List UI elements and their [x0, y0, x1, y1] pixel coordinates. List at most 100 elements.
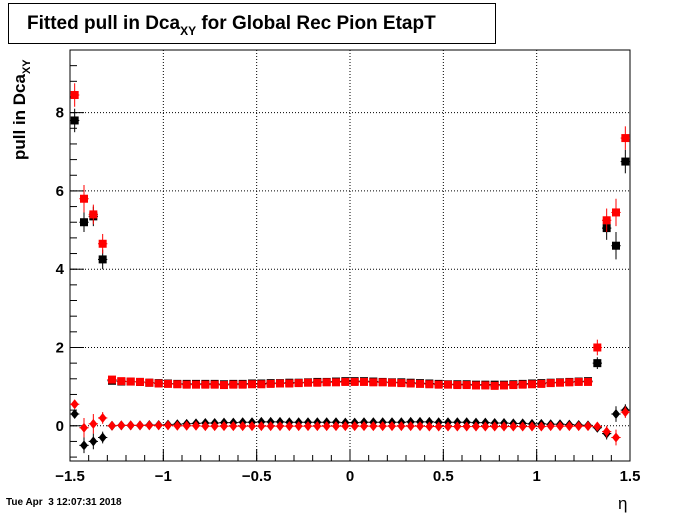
- data-point-square: [108, 375, 116, 384]
- data-point-diamond: [397, 421, 406, 432]
- data-point-diamond: [136, 420, 144, 431]
- y-tick-label: 6: [56, 183, 64, 200]
- data-point-square: [332, 378, 340, 387]
- y-axis-label: pull in DcaXY: [10, 59, 33, 160]
- data-point-diamond: [574, 421, 583, 432]
- data-point-square: [238, 380, 247, 389]
- chart-title-main: Fitted pull in Dca: [27, 12, 181, 34]
- x-tick-label: 0: [346, 468, 354, 485]
- chart-title-rest: for Global Rec Pion EtapT: [196, 12, 436, 34]
- data-point-square: [490, 381, 499, 390]
- data-point-square: [285, 379, 294, 388]
- data-point-square: [70, 91, 79, 100]
- x-tick-label: 0.5: [433, 468, 454, 485]
- data-marks: [70, 83, 630, 454]
- data-point-diamond: [490, 421, 499, 432]
- data-point-square: [276, 379, 284, 388]
- data-point-diamond: [612, 432, 620, 443]
- data-point-square: [565, 378, 574, 387]
- data-point-square: [388, 378, 396, 387]
- data-point-diamond: [201, 421, 210, 432]
- data-point-square: [369, 378, 378, 387]
- data-point-diamond: [462, 421, 471, 432]
- data-point-square: [406, 379, 415, 388]
- data-point-diamond: [117, 420, 126, 431]
- data-point-square: [70, 116, 79, 125]
- data-point-square: [210, 380, 219, 389]
- data-point-square: [518, 380, 527, 389]
- y-axis-label-main: pull in Dca: [10, 74, 29, 160]
- data-point-square: [528, 380, 536, 389]
- data-point-diamond: [556, 421, 564, 432]
- data-point-square: [80, 194, 88, 203]
- y-tick-label: 0: [56, 418, 64, 435]
- axes: −1.5 −1 −0.5 0 0.5 1 1.5 0 2 4 6 8: [55, 65, 641, 485]
- data-point-diamond: [602, 426, 611, 437]
- data-point-square: [341, 377, 350, 386]
- data-point-diamond: [248, 421, 256, 432]
- data-point-diamond: [154, 420, 163, 431]
- data-point-square: [145, 378, 154, 387]
- data-point-square: [481, 381, 490, 390]
- data-point-square: [322, 378, 331, 387]
- data-point-square: [248, 380, 256, 389]
- data-point-diamond: [453, 421, 462, 432]
- chart-title-subscript: XY: [180, 23, 197, 38]
- data-point-square: [444, 380, 452, 389]
- data-point-diamond: [472, 421, 480, 432]
- data-point-diamond: [238, 421, 247, 432]
- data-point-square: [304, 378, 312, 387]
- data-point-square: [434, 380, 443, 389]
- series-3: [70, 399, 630, 446]
- data-point-square: [425, 380, 434, 389]
- x-tick-label: −1.5: [55, 468, 85, 485]
- x-tick-label: −0.5: [242, 468, 272, 485]
- data-point-diamond: [509, 421, 518, 432]
- data-point-diamond: [257, 421, 266, 432]
- data-point-diamond: [70, 409, 79, 420]
- x-tick-label: 1.5: [620, 468, 641, 485]
- data-point-square: [89, 210, 98, 219]
- data-point-diamond: [192, 420, 200, 431]
- data-point-diamond: [341, 421, 350, 432]
- data-point-diamond: [332, 421, 340, 432]
- data-point-diamond: [98, 432, 107, 443]
- plot-frame: [69, 49, 631, 462]
- data-point-diamond: [425, 421, 434, 432]
- data-point-diamond: [80, 440, 88, 451]
- data-point-square: [266, 379, 275, 388]
- data-point-diamond: [416, 421, 424, 432]
- x-axis-label: η: [618, 494, 628, 513]
- data-point-diamond: [593, 421, 602, 432]
- data-point-square: [117, 377, 126, 386]
- data-point-square: [462, 381, 471, 390]
- data-point-diamond: [285, 421, 294, 432]
- chart-title-box: Fitted pull in DcaXY for Global Rec Pion…: [8, 3, 496, 44]
- data-point-square: [584, 377, 592, 386]
- data-point-diamond: [266, 421, 275, 432]
- y-tick-label: 8: [56, 105, 64, 122]
- data-point-square: [612, 208, 620, 217]
- data-point-diamond: [518, 421, 527, 432]
- data-point-diamond: [294, 421, 303, 432]
- data-point-diamond: [481, 421, 490, 432]
- data-point-square: [509, 381, 518, 390]
- data-point-diamond: [612, 409, 620, 420]
- data-point-square: [397, 379, 406, 388]
- data-point-diamond: [369, 421, 378, 432]
- data-point-square: [201, 380, 210, 389]
- data-point-square: [593, 359, 602, 368]
- data-point-square: [593, 343, 602, 352]
- data-point-diamond: [89, 418, 98, 429]
- y-tick-label: 2: [56, 339, 64, 356]
- data-point-square: [621, 157, 630, 166]
- data-point-diamond: [500, 421, 508, 432]
- data-point-diamond: [145, 420, 154, 431]
- data-point-square: [136, 377, 144, 386]
- grid-lines: [70, 50, 630, 461]
- x-tick-label: 1: [532, 468, 540, 485]
- data-point-diamond: [546, 421, 555, 432]
- data-point-diamond: [210, 421, 219, 432]
- data-point-diamond: [70, 399, 79, 410]
- data-point-diamond: [229, 421, 238, 432]
